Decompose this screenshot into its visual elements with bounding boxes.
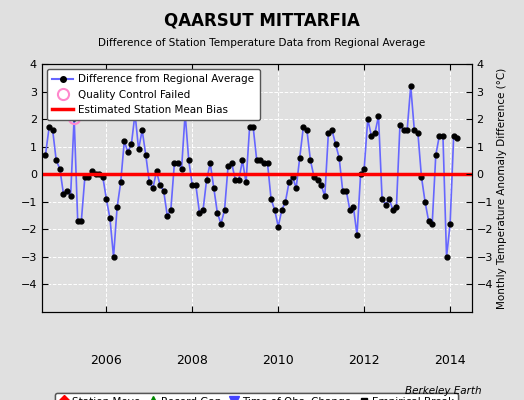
Legend: Station Move, Record Gap, Time of Obs. Change, Empirical Break: Station Move, Record Gap, Time of Obs. C… [55, 393, 458, 400]
Text: 2008: 2008 [177, 354, 208, 367]
Y-axis label: Monthly Temperature Anomaly Difference (°C): Monthly Temperature Anomaly Difference (… [497, 67, 507, 309]
Text: 2014: 2014 [434, 354, 466, 367]
Text: 2010: 2010 [263, 354, 294, 367]
Text: Difference of Station Temperature Data from Regional Average: Difference of Station Temperature Data f… [99, 38, 425, 48]
Text: Berkeley Earth: Berkeley Earth [406, 386, 482, 396]
Text: 2012: 2012 [348, 354, 380, 367]
Text: 2006: 2006 [91, 354, 122, 367]
Text: QAARSUT MITTARFIA: QAARSUT MITTARFIA [164, 12, 360, 30]
